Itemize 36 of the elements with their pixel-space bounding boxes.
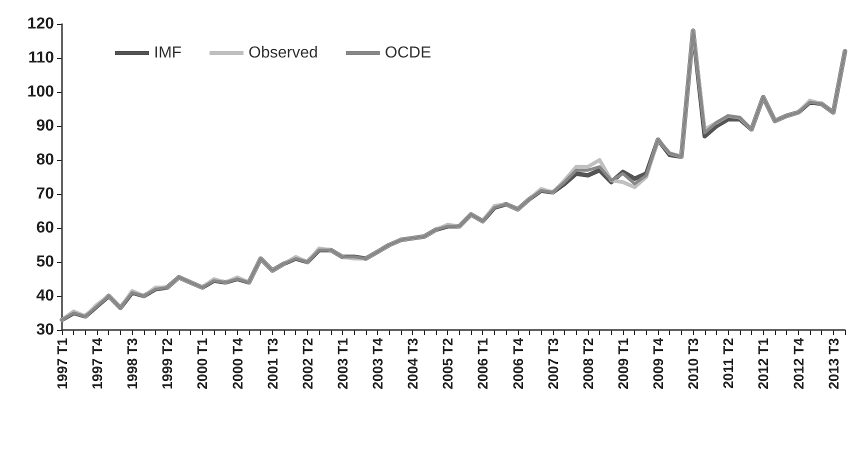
y-tick-label: 70	[36, 186, 54, 202]
legend-label: OCDE	[384, 44, 432, 62]
x-tick-label: 2013 T3	[825, 338, 842, 390]
x-tick-label: 2000 T1	[194, 338, 210, 390]
x-tick-label: 2001 T3	[264, 338, 280, 390]
y-tick-label: 80	[36, 152, 54, 168]
x-tick-label: 2006 T4	[510, 338, 526, 390]
x-tick-label: 1997 T1	[54, 338, 70, 390]
x-tick-label: 2006 T1	[474, 338, 491, 390]
x-tick-label: 1998 T3	[124, 338, 140, 390]
x-tick-label: 2003 T1	[334, 338, 350, 390]
x-tick-label: 2004 T3	[404, 338, 421, 390]
legend-label: IMF	[154, 44, 182, 62]
y-tick-label: 50	[36, 254, 54, 270]
y-tick-label: 30	[36, 322, 54, 338]
x-tick-label: 2011 T2	[720, 338, 736, 389]
y-tick-label: 100	[27, 84, 54, 100]
x-tick-label: 2000 T4	[229, 338, 246, 390]
x-tick-label: 2008 T2	[580, 338, 596, 390]
x-tick-label: 2009 T4	[650, 338, 666, 390]
x-tick-label: 2007 T3	[544, 338, 561, 390]
y-tick-label: 40	[36, 288, 54, 304]
y-tick-label: 120	[27, 16, 54, 32]
x-tick-label: 1997 T4	[89, 338, 106, 390]
y-tick-label: 110	[28, 50, 54, 66]
y-tick-label: 60	[36, 220, 54, 236]
x-tick-label: 2010 T3	[685, 338, 702, 390]
x-tick-label: 2009 T1	[614, 338, 631, 390]
x-tick-label: 2002 T2	[299, 338, 316, 390]
legend-label: Observed	[248, 44, 318, 62]
x-tick-label: 2012 T1	[755, 338, 772, 390]
x-tick-label: 2005 T2	[440, 338, 456, 390]
y-tick-label: 90	[36, 118, 54, 134]
x-tick-label: 1999 T2	[159, 338, 176, 390]
x-tick-label: 2003 T4	[370, 338, 386, 390]
x-tick-label: 2012 T4	[790, 338, 806, 390]
